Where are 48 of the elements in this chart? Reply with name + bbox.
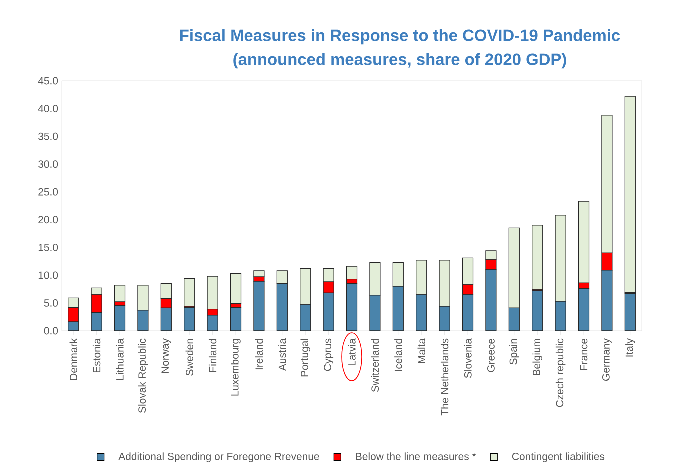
y-tick-label: 30.0 bbox=[38, 160, 58, 168]
bar bbox=[230, 273, 242, 304]
x-tick-label: Ireland bbox=[255, 339, 264, 370]
x-tick-label: Finland bbox=[208, 339, 217, 372]
y-tick-label: 15.0 bbox=[38, 244, 58, 252]
x-tick-label: France bbox=[580, 338, 588, 370]
x-tick-label: Luxembourg bbox=[231, 339, 241, 396]
x-tick-label: Cyprus bbox=[324, 338, 334, 372]
x-tick-label: Slovak Republic bbox=[138, 338, 148, 414]
bar bbox=[230, 307, 242, 331]
x-tick-label: Greece bbox=[488, 338, 495, 372]
x-tick-label: Iceland bbox=[394, 339, 402, 372]
x-tick-label: Czech republic bbox=[556, 338, 566, 408]
x-tick-label: Lithuania bbox=[116, 338, 124, 380]
bar bbox=[114, 306, 126, 331]
legend-label: Contingent liabilities bbox=[512, 452, 605, 462]
chart-subtitle: (announced measures, share of 2020 GDP) bbox=[234, 53, 566, 69]
x-tick-label: The Netherlands bbox=[440, 338, 449, 416]
legend-label: Additional Spending or Foregone Rrevenue bbox=[118, 452, 320, 462]
y-tick-label: 0.0 bbox=[44, 327, 58, 335]
bar bbox=[254, 281, 265, 331]
x-tick-label: Latvia bbox=[348, 338, 356, 366]
bar bbox=[346, 266, 358, 280]
x-tick-label: Germany bbox=[602, 338, 612, 381]
bar bbox=[346, 283, 358, 331]
x-tick-label: Sweden bbox=[186, 339, 194, 376]
y-tick-label: 10.0 bbox=[38, 272, 58, 280]
x-tick-label: Switzerland bbox=[371, 339, 380, 392]
x-tick-label: Portugal bbox=[300, 339, 310, 377]
y-tick-label: 25.0 bbox=[38, 188, 58, 196]
x-tick-label: Belgium bbox=[532, 339, 542, 376]
y-tick-label: 45.0 bbox=[38, 77, 58, 85]
chart-title: Fiscal Measures in Response to the COVID-19 Pandemic bbox=[180, 29, 620, 45]
bar bbox=[254, 270, 265, 278]
x-tick-label: Estonia bbox=[92, 338, 101, 373]
x-tick-label: Austria bbox=[278, 338, 286, 372]
y-tick-label: 40.0 bbox=[38, 105, 58, 112]
x-tick-label: Norway bbox=[162, 338, 172, 374]
x-tick-label: Spain bbox=[510, 339, 520, 365]
x-tick-label: Denmark bbox=[70, 338, 78, 380]
x-tick-label: Malta bbox=[418, 338, 426, 364]
x-tick-label: Slovenia bbox=[464, 338, 472, 378]
bar bbox=[114, 285, 126, 302]
x-tick-label: Italy bbox=[626, 338, 636, 357]
y-tick-label: 5.0 bbox=[44, 300, 58, 307]
y-tick-label: 20.0 bbox=[38, 216, 58, 224]
y-tick-label: 35.0 bbox=[38, 132, 58, 140]
legend-label: Below the line measures * bbox=[356, 452, 476, 460]
